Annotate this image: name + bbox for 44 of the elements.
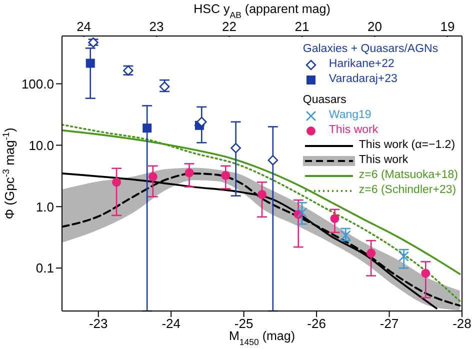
x2-tick-label: 24 — [76, 19, 92, 34]
point — [268, 155, 278, 166]
x2-tick-label: 22 — [222, 19, 237, 34]
x-tick-label: -27 — [380, 316, 399, 332]
x2-tick-label: 20 — [367, 19, 382, 34]
y-tick-label: 10.0 — [28, 138, 54, 153]
point — [230, 142, 241, 154]
legend-label: z=6 (Matsuoka+18) — [358, 168, 458, 183]
annotation: Quasars — [302, 93, 348, 108]
legend-label: This work (α=−1.2) — [358, 138, 456, 153]
point — [221, 170, 230, 180]
y-tick-label: 0.1 — [36, 260, 54, 276]
point — [330, 214, 340, 224]
y-tick-label: 100.0 — [21, 76, 54, 92]
point — [340, 230, 351, 241]
legend-label: Harikane+22 — [328, 57, 394, 72]
point — [148, 172, 158, 182]
line-series — [62, 124, 461, 302]
x-tick-label: -25 — [234, 316, 254, 332]
x2-axis-title: HSC y$_{AB}$ (apparent mag) — [194, 2, 330, 20]
point — [421, 268, 430, 278]
point — [142, 124, 152, 133]
legend-label: z=6 (Schindler+23) — [358, 183, 456, 198]
point — [184, 168, 194, 178]
x-tick-label: -26 — [307, 316, 326, 332]
x-axis-title: M$_{1450}$ (mag) — [228, 329, 296, 347]
point — [86, 58, 95, 68]
point — [398, 251, 409, 262]
point — [112, 178, 122, 187]
point — [366, 248, 376, 258]
legend-label: Wang19 — [328, 108, 372, 123]
legend-label: This work — [328, 123, 378, 138]
point — [258, 190, 266, 199]
annotation: Galaxies + Quasars/AGNs — [302, 42, 440, 57]
x-tick-label: -24 — [162, 316, 180, 332]
y-tick-label: 1.0 — [36, 199, 54, 214]
x2-tick-label: 19 — [440, 19, 455, 34]
x-tick-label: -23 — [88, 316, 108, 332]
x2-tick-label: 21 — [294, 19, 310, 34]
x-tick-label: -28 — [452, 316, 472, 332]
point — [296, 207, 308, 218]
legend-label: This work — [358, 153, 408, 168]
legend-label: Varadaraj+23 — [328, 72, 398, 87]
x2-tick-label: 23 — [149, 19, 164, 34]
